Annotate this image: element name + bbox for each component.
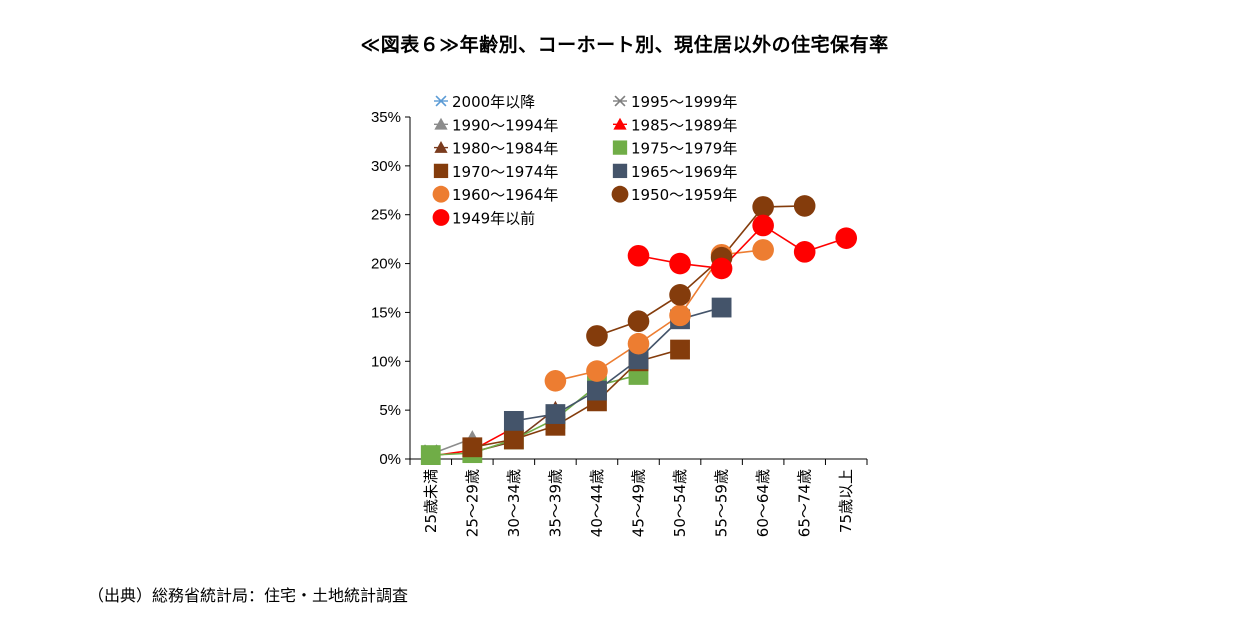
legend-label: 1985～1989年 (631, 116, 737, 134)
legend-marker (435, 95, 447, 107)
data-point (627, 244, 650, 267)
y-tick-label: 0% (379, 451, 401, 468)
chart-title: ≪図表６≫年齢別、コーホート別、現住居以外の住宅保有率 (360, 34, 889, 56)
x-tick-label: 65～74歳 (796, 469, 814, 537)
legend-marker (614, 95, 626, 107)
legend-marker-stroke (614, 95, 626, 107)
x-tick-label: 60～64歳 (754, 469, 772, 537)
legend-marker (433, 163, 449, 179)
x-tick-label: 25～29歳 (463, 469, 481, 537)
legend-label: 1990～1994年 (452, 116, 558, 134)
data-point (835, 227, 858, 249)
x-tick-label: 45～49歳 (630, 469, 648, 537)
series-line (513, 306, 722, 422)
data-point (503, 410, 524, 431)
data-point (793, 195, 816, 217)
data-point (793, 241, 816, 263)
data-point (586, 360, 608, 382)
x-tick-label: 30～34歳 (505, 469, 523, 537)
legend-label: 2000年以降 (452, 93, 535, 111)
x-tick-label: 40～44歳 (588, 469, 606, 537)
x-tick-label: 25歳未満 (422, 469, 440, 533)
data-point (544, 370, 567, 392)
legend-label: 1960～1964年 (452, 186, 558, 204)
y-tick-label: 10% (371, 353, 401, 370)
legend-label: 1965～1969年 (631, 163, 737, 181)
data-point (752, 214, 774, 237)
legend-marker (434, 117, 448, 130)
data-point (752, 196, 774, 218)
legend-label: 1980～1984年 (452, 140, 558, 158)
data-point (420, 445, 441, 465)
legend-marker (612, 163, 628, 179)
data-point (627, 332, 650, 355)
data-point (752, 239, 774, 261)
y-tick-label: 20% (371, 256, 401, 273)
y-tick-label: 35% (371, 109, 401, 126)
legend-label: 1949年以前 (452, 210, 535, 228)
y-tick-label: 30% (371, 158, 401, 175)
data-point (669, 284, 691, 306)
legend-label: 1950～1959年 (631, 186, 737, 204)
data-point (627, 310, 650, 333)
legend-marker (613, 117, 627, 130)
data-point (586, 325, 608, 347)
legend: 2000年以降 1995～1999年 1990～1994年 1985～1989年 198… (432, 93, 737, 228)
legend-marker (611, 185, 629, 203)
legend-marker-stroke (435, 95, 447, 107)
legend-marker (432, 185, 450, 203)
data-point (462, 437, 483, 458)
data-point (669, 304, 691, 327)
chart-axes: 0% 5% 10% 15% 20% 25% 30% 35% 25歳未満 25～29歳 30～34歳 3… (371, 109, 868, 537)
legend-label: 1975～1979年 (631, 140, 737, 158)
legend-marker (612, 140, 628, 155)
data-point (669, 252, 691, 275)
x-tick-label: 55～59歳 (713, 469, 731, 537)
data-point (711, 297, 732, 318)
legend-label: 1970～1974年 (452, 163, 558, 181)
x-tick-label: 35～39歳 (546, 469, 564, 537)
data-point (587, 380, 607, 401)
legend-marker (432, 209, 450, 226)
source-note: （出典）総務省統計局：住宅・土地統計調査 (88, 586, 409, 605)
y-tick-label: 25% (371, 207, 401, 224)
x-tick-label: 50～54歳 (671, 469, 689, 537)
y-tick-label: 5% (379, 402, 401, 419)
data-point (545, 404, 566, 424)
legend-marker (434, 141, 448, 153)
y-tick-label: 15% (371, 304, 401, 321)
x-tick-label: 75歳以上 (837, 469, 855, 533)
data-point (628, 349, 649, 370)
data-point (670, 339, 690, 360)
data-point (503, 429, 524, 450)
data-point (710, 257, 733, 280)
legend-label: 1995～1999年 (631, 93, 737, 111)
series-markers (420, 195, 858, 465)
